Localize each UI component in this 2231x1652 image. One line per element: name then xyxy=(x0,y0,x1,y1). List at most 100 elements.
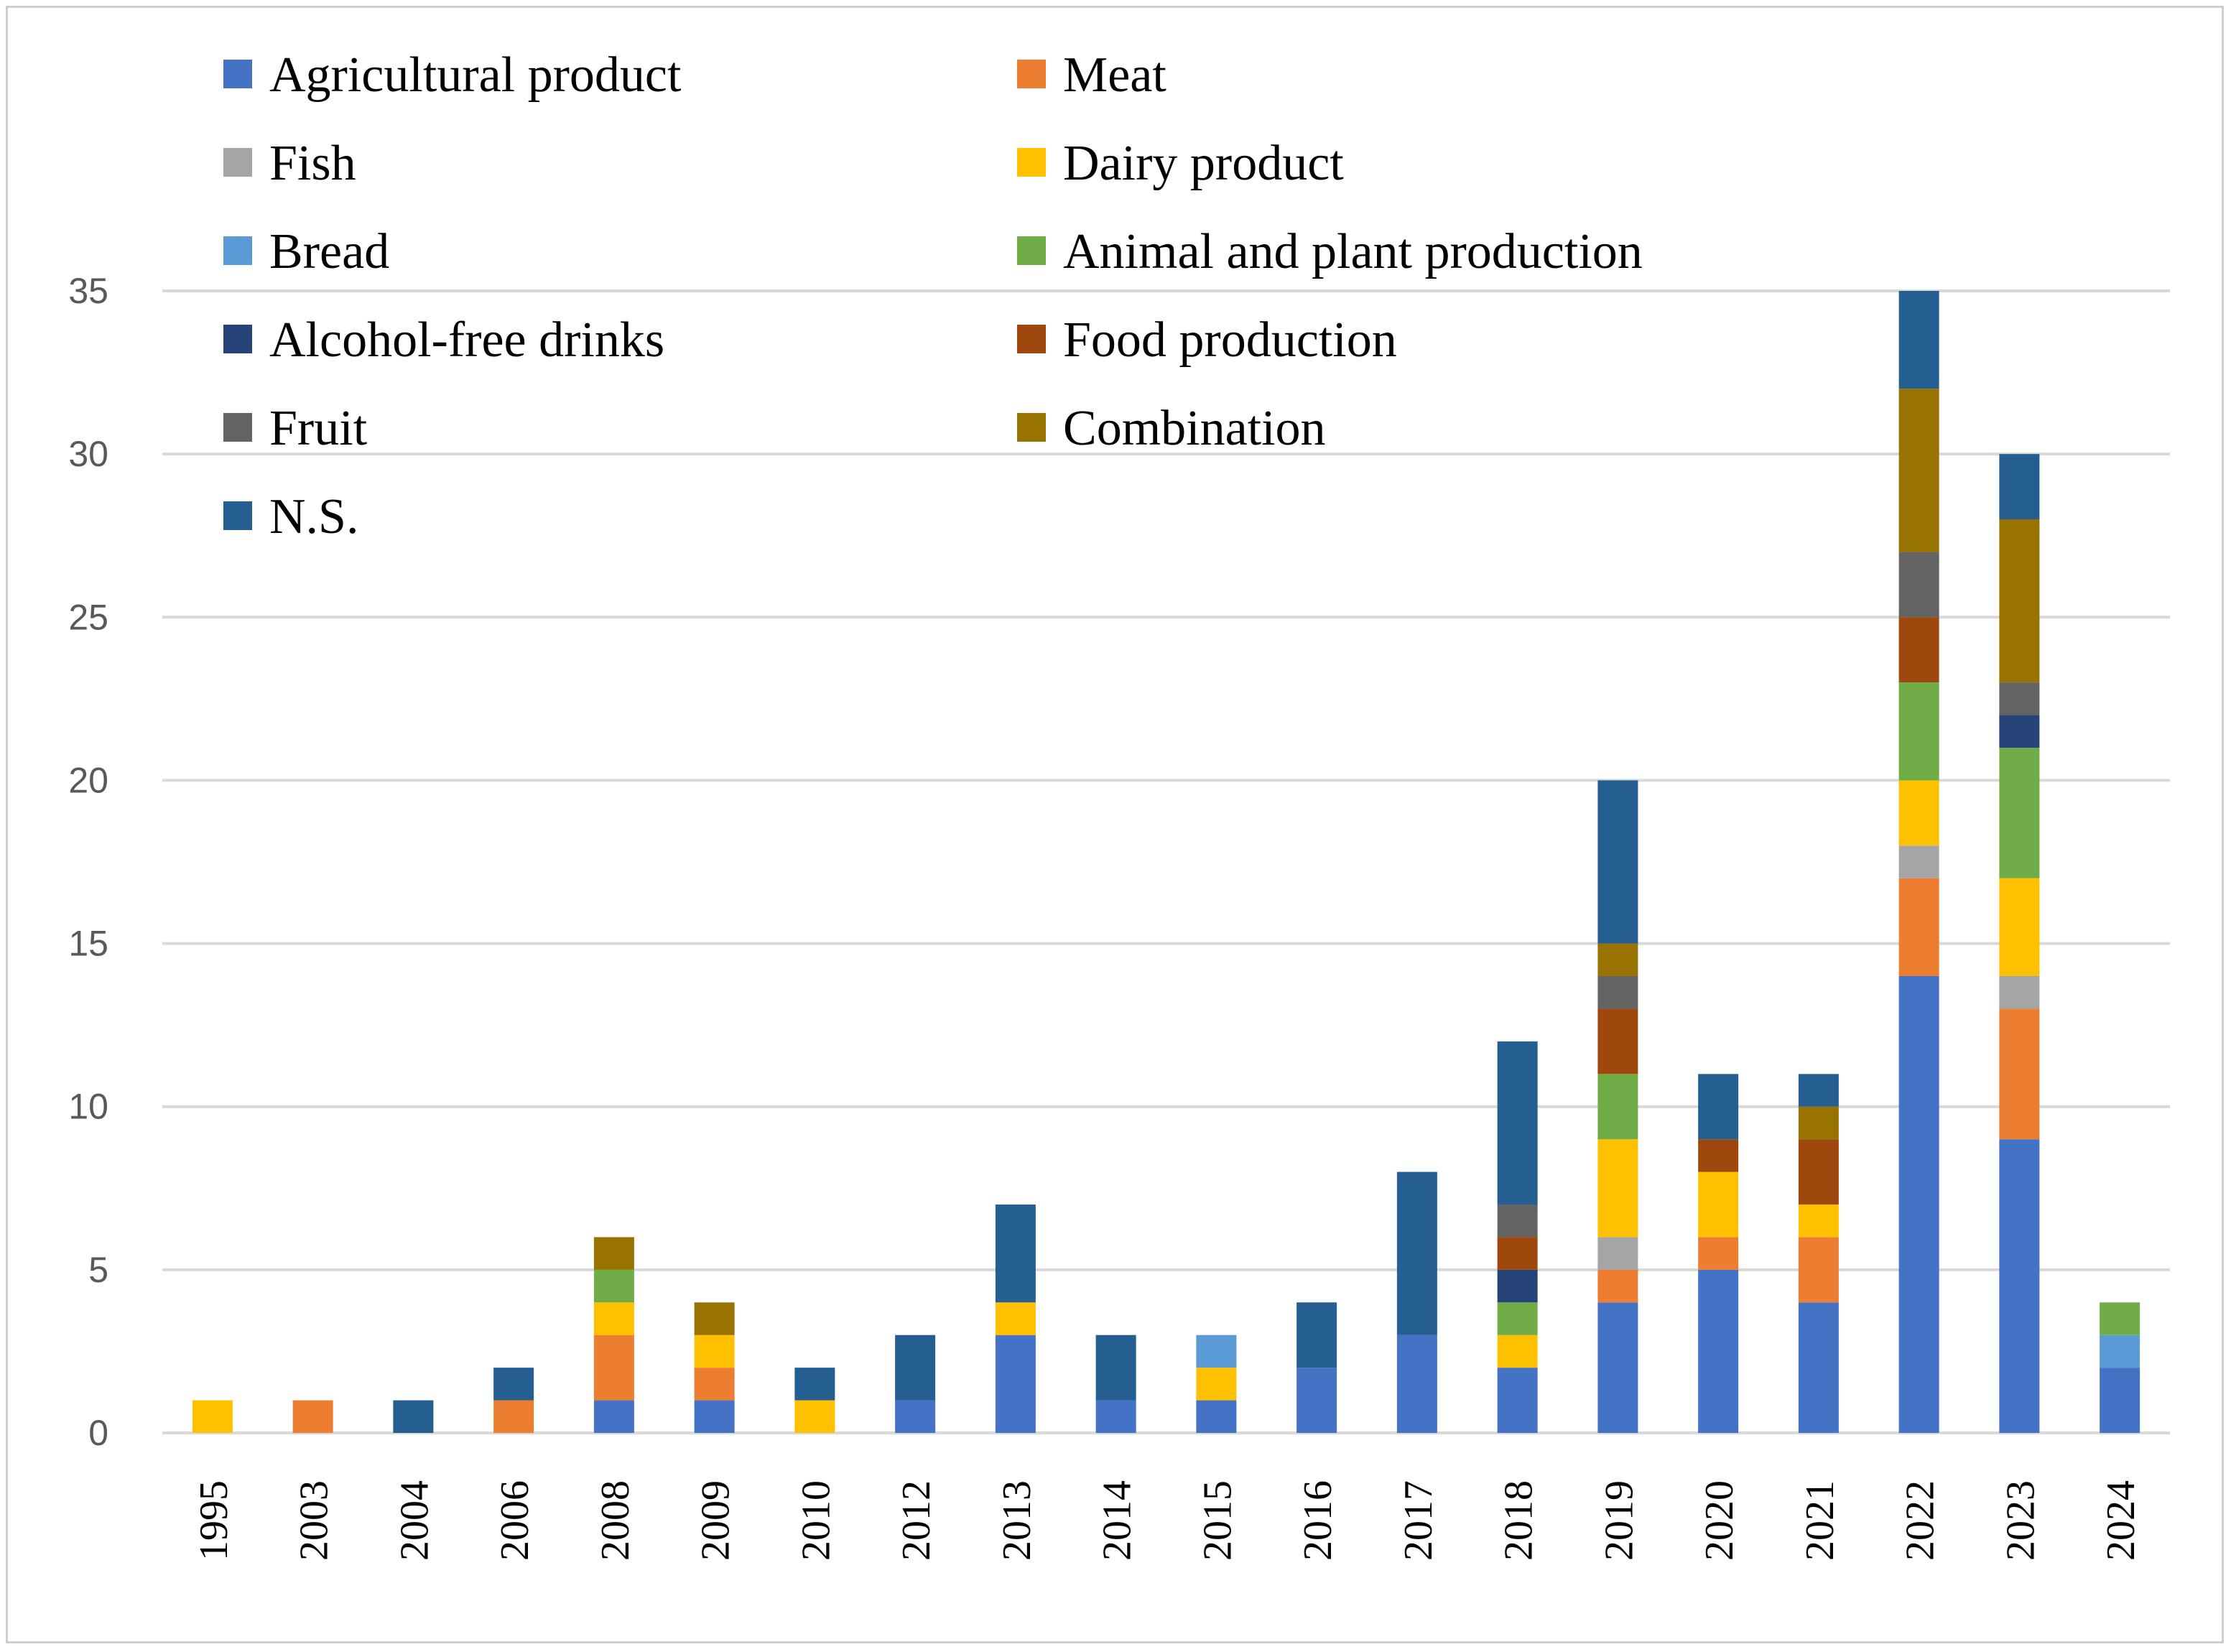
bar-2023-alcohol-free-drinks xyxy=(1999,715,2040,748)
bar-2018-animal-and-plant-production xyxy=(1497,1302,1538,1335)
legend-label-alcohol-free-drinks: Alcohol-free drinks xyxy=(269,312,664,368)
x-tick-2017: 2017 xyxy=(1396,1480,1441,1561)
bar-stack-2018 xyxy=(1497,1041,1538,1433)
legend-swatch-combination xyxy=(1017,413,1046,442)
bar-stack-2008 xyxy=(593,1237,634,1433)
legend-label-combination: Combination xyxy=(1063,401,1326,456)
x-tick-2014: 2014 xyxy=(1095,1480,1140,1561)
bar-2019-food-production xyxy=(1597,1008,1638,1075)
legend-item-bread: Bread xyxy=(223,224,389,279)
bar-2015-dairy-product xyxy=(1196,1368,1237,1401)
legend: Agricultural product Meat Fish Dairy produc… xyxy=(223,47,1643,544)
legend-item-fish: Fish xyxy=(223,136,356,191)
legend-swatch-alcohol-free-drinks xyxy=(223,325,252,353)
bar-2020-agricultural-product xyxy=(1698,1269,1739,1433)
bar-stack-1995 xyxy=(192,1400,233,1433)
y-tick-30: 30 xyxy=(68,434,108,474)
bar-2019-n-s xyxy=(1597,780,1638,944)
legend-label-n-s: N.S. xyxy=(269,489,358,544)
legend-item-n-s: N.S. xyxy=(223,489,358,544)
bar-2018-alcohol-free-drinks xyxy=(1497,1269,1538,1303)
bar-2014-n-s xyxy=(1095,1335,1136,1401)
bar-2006-n-s xyxy=(493,1368,534,1401)
bar-stack-2015 xyxy=(1196,1335,1237,1433)
bar-2021-n-s xyxy=(1798,1074,1839,1107)
bar-2022-food-production xyxy=(1898,617,1939,683)
bar-stack-2017 xyxy=(1396,1171,1437,1433)
gridlines xyxy=(162,289,2170,1434)
chart-frame: 0 5 10 15 20 25 30 35 1995 2003 2004 2006 2008 2009 2… xyxy=(6,6,2224,1643)
bar-2009-meat xyxy=(694,1368,735,1401)
legend-label-fish: Fish xyxy=(269,136,356,191)
legend-swatch-bread xyxy=(223,236,252,265)
bar-2024-animal-and-plant-production xyxy=(2100,1302,2140,1335)
x-tick-2019: 2019 xyxy=(1597,1480,1641,1561)
legend-label-dairy-product: Dairy product xyxy=(1063,136,1344,191)
bar-stack-2004 xyxy=(393,1400,434,1433)
bar-stacks xyxy=(192,291,2140,1433)
bar-2017-agricultural-product xyxy=(1396,1335,1437,1433)
bar-2018-dairy-product xyxy=(1497,1335,1538,1368)
stacked-bar-chart: 0 5 10 15 20 25 30 35 1995 2003 2004 2006 2008 2009 2… xyxy=(68,47,2170,1561)
x-tick-2013: 2013 xyxy=(995,1480,1039,1561)
legend-label-food-production: Food production xyxy=(1063,312,1397,368)
bar-stack-2019 xyxy=(1597,780,1638,1433)
bar-2009-agricultural-product xyxy=(694,1400,735,1433)
legend-swatch-animal-and-plant-production xyxy=(1017,236,1046,265)
legend-item-fruit: Fruit xyxy=(223,401,368,456)
bar-2016-agricultural-product xyxy=(1297,1368,1337,1433)
bar-2010-n-s xyxy=(794,1368,835,1401)
bar-2018-agricultural-product xyxy=(1497,1368,1538,1433)
bar-2022-animal-and-plant-production xyxy=(1898,682,1939,781)
bar-stack-2013 xyxy=(995,1205,1036,1433)
bar-stack-2006 xyxy=(493,1368,534,1433)
bar-2021-food-production xyxy=(1798,1139,1839,1205)
x-tick-1995: 1995 xyxy=(192,1480,236,1561)
legend-swatch-fruit xyxy=(223,413,252,442)
bar-2009-combination xyxy=(694,1302,735,1335)
x-axis-ticks: 1995 2003 2004 2006 2008 2009 2010 2012 2013 2014… xyxy=(192,1480,2143,1561)
bar-2023-meat xyxy=(1999,1008,2040,1140)
bar-2023-animal-and-plant-production xyxy=(1999,748,2040,878)
x-tick-2020: 2020 xyxy=(1697,1480,1742,1561)
bar-2020-dairy-product xyxy=(1698,1171,1739,1238)
legend-swatch-dairy-product xyxy=(1017,148,1046,177)
bar-stack-2016 xyxy=(1297,1302,1337,1433)
bar-2008-animal-and-plant-production xyxy=(593,1269,634,1303)
bar-2004-n-s xyxy=(393,1400,434,1433)
bar-stack-2010 xyxy=(794,1368,835,1433)
bar-2008-meat xyxy=(593,1335,634,1401)
legend-item-agricultural-product: Agricultural product xyxy=(223,47,682,103)
legend-swatch-food-production xyxy=(1017,325,1046,353)
bar-2003-meat xyxy=(292,1400,333,1433)
bar-2024-bread xyxy=(2100,1335,2140,1368)
bar-2015-bread xyxy=(1196,1335,1237,1368)
x-tick-2004: 2004 xyxy=(392,1480,437,1561)
x-tick-2003: 2003 xyxy=(292,1480,337,1561)
bar-2015-agricultural-product xyxy=(1196,1400,1237,1433)
legend-item-combination: Combination xyxy=(1017,401,1326,456)
y-tick-35: 35 xyxy=(68,271,108,311)
bar-2023-fruit xyxy=(1999,682,2040,715)
legend-label-bread: Bread xyxy=(269,224,389,279)
y-tick-25: 25 xyxy=(68,597,108,637)
bar-2010-dairy-product xyxy=(794,1400,835,1433)
bar-2022-combination xyxy=(1898,389,1939,552)
legend-label-fruit: Fruit xyxy=(269,401,368,456)
x-tick-2018: 2018 xyxy=(1497,1480,1541,1561)
bar-2019-fish xyxy=(1597,1237,1638,1270)
bar-2020-meat xyxy=(1698,1237,1739,1270)
legend-label-animal-and-plant-production: Animal and plant production xyxy=(1063,224,1643,279)
bar-2019-animal-and-plant-production xyxy=(1597,1074,1638,1140)
bar-2018-n-s xyxy=(1497,1041,1538,1205)
bar-2016-n-s xyxy=(1297,1302,1337,1368)
bar-2023-fish xyxy=(1999,976,2040,1009)
bar-2019-fruit xyxy=(1597,976,1638,1009)
x-tick-2015: 2015 xyxy=(1195,1480,1240,1561)
legend-label-meat: Meat xyxy=(1063,47,1166,103)
bar-2012-agricultural-product xyxy=(895,1400,936,1433)
legend-item-alcohol-free-drinks: Alcohol-free drinks xyxy=(223,312,664,368)
x-tick-2006: 2006 xyxy=(493,1480,537,1561)
legend-swatch-meat xyxy=(1017,60,1046,88)
bar-2009-dairy-product xyxy=(694,1335,735,1368)
